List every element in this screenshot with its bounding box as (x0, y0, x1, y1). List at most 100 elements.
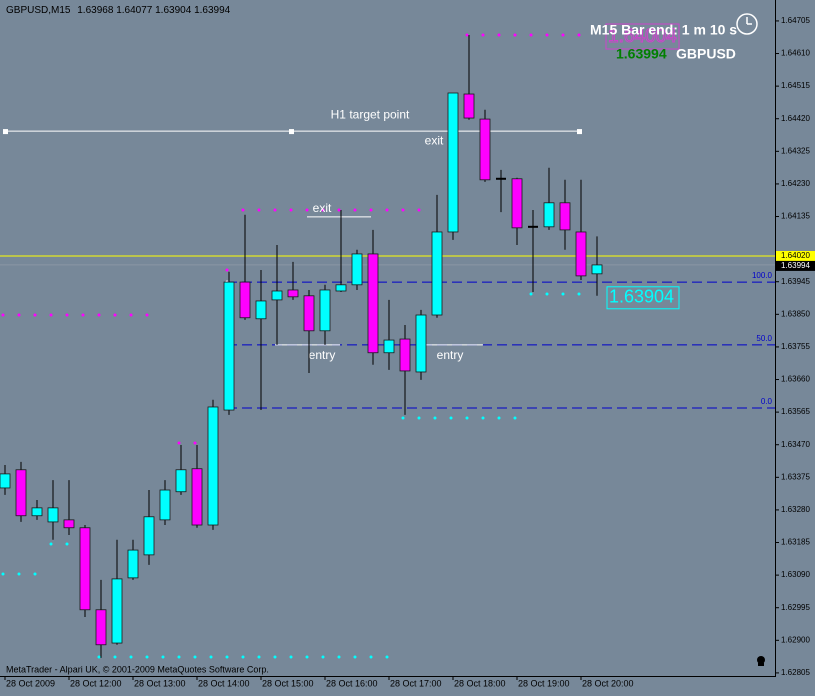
x-tick-label: 28 Oct 20:00 (582, 678, 634, 688)
candle-body (559, 202, 571, 231)
candle-body (479, 118, 491, 181)
candle-body (335, 284, 347, 292)
y-tick-label: 1.63090 (781, 570, 810, 579)
y-tick-label: 1.63185 (781, 538, 810, 547)
x-tick-label: 28 Oct 16:00 (326, 678, 378, 688)
candle-body (287, 289, 299, 298)
candle-body (303, 295, 315, 332)
candle-body (223, 281, 235, 411)
candle-body (31, 507, 43, 517)
candle-body (367, 253, 379, 354)
candle-body (351, 253, 363, 286)
candle-body (239, 281, 251, 319)
y-tick-label: 1.63375 (781, 472, 810, 481)
low-label: 1.63904 (609, 287, 674, 307)
annotation-text: entry (437, 348, 464, 362)
candle-body (463, 93, 475, 119)
copyright: MetaTrader - Alpari UK, © 2001-2009 Meta… (6, 664, 269, 674)
symbol: GBPUSD,M15 (6, 5, 71, 16)
y-tick-label: 1.62805 (781, 668, 810, 677)
y-tick-label: 1.63565 (781, 407, 810, 416)
candle-body (79, 527, 91, 611)
candle-body (191, 468, 203, 526)
x-tick-label: 28 Oct 2009 (6, 678, 55, 688)
last-high: 1.64077 (116, 5, 153, 16)
candle-body (271, 290, 283, 301)
annotation-text: exit (313, 201, 332, 215)
skull-jaw (758, 663, 764, 666)
x-tick-label: 28 Oct 13:00 (134, 678, 186, 688)
candle-body (95, 609, 107, 646)
x-tick-label: 28 Oct 19:00 (518, 678, 570, 688)
bar-timer: M15 Bar end: 1 m 10 s (590, 22, 737, 38)
y-tick-label: 1.64705 (781, 16, 810, 25)
ask-label: 1.64020 (781, 251, 810, 260)
boxed-price-frame (605, 23, 680, 50)
annotation-text: entry (309, 348, 336, 362)
candle-body (15, 469, 27, 517)
y-tick-label: 1.64420 (781, 114, 810, 123)
annotation-handle (3, 129, 8, 135)
last-close: 1.63994 (194, 5, 231, 16)
candle-body (543, 202, 555, 228)
y-tick-label: 1.64325 (781, 146, 810, 155)
y-tick-label: 1.63755 (781, 342, 810, 351)
y-tick-label: 1.63280 (781, 505, 810, 514)
bid-label: 1.63994 (781, 261, 810, 270)
y-tick-label: 1.62995 (781, 603, 810, 612)
low-label-frame (606, 286, 680, 310)
candle-body (175, 469, 187, 493)
x-tick-label: 28 Oct 17:00 (390, 678, 442, 688)
boxed-price: 1.64004 (608, 26, 677, 47)
header-symbol: GBPUSD,M15 1.63968 1.64077 1.63904 1.639… (6, 5, 231, 16)
x-tick-label: 28 Oct 14:00 (198, 678, 250, 688)
y-tick-label: 1.64610 (781, 49, 810, 58)
fib-label: 100.0 (752, 271, 773, 280)
y-tick-label: 1.64515 (781, 81, 810, 90)
candle-body (575, 231, 587, 277)
pair-name: GBPUSD (676, 46, 736, 62)
bid-label-bg (776, 260, 815, 271)
annotation-handle (577, 129, 582, 135)
candle-body (0, 473, 11, 489)
y-tick-label: 1.63660 (781, 375, 810, 384)
annotation-text: H1 target point (331, 107, 410, 121)
candle-body (383, 339, 395, 354)
candle-body (143, 516, 155, 556)
y-tick-label: 1.64135 (781, 212, 810, 221)
skull (757, 656, 765, 664)
x-tick-label: 28 Oct 15:00 (262, 678, 314, 688)
candle-body (159, 489, 171, 521)
annotation-text: exit (425, 133, 444, 147)
y-tick-label: 1.62900 (781, 635, 810, 644)
candle-body (511, 178, 523, 229)
clock-icon (736, 13, 758, 35)
candle-body (415, 314, 427, 373)
candle-body (111, 578, 123, 644)
ask-label-bg (776, 250, 815, 261)
annotation-handle (289, 129, 294, 135)
last-open: 1.63968 (77, 5, 114, 16)
y-tick-label: 1.63945 (781, 277, 810, 286)
fib-label: 0.0 (761, 397, 773, 406)
candle-body (255, 300, 267, 320)
fib-label: 50.0 (756, 334, 772, 343)
x-tick-label: 28 Oct 18:00 (454, 678, 506, 688)
current-price: 1.63994 (616, 46, 667, 62)
skull-icon (757, 656, 765, 666)
x-tick-label: 28 Oct 12:00 (70, 678, 122, 688)
candle-body (47, 507, 59, 523)
candle-body (447, 92, 459, 233)
y-tick-label: 1.64230 (781, 179, 810, 188)
y-tick-label: 1.63470 (781, 440, 810, 449)
clock-face (736, 13, 758, 35)
candle-body (431, 231, 443, 316)
candle-body (319, 289, 331, 332)
candle-body (591, 264, 603, 275)
candle-body (127, 549, 139, 579)
candle-body (63, 519, 75, 529)
candle-body (207, 406, 219, 526)
last-low: 1.63904 (155, 5, 192, 16)
